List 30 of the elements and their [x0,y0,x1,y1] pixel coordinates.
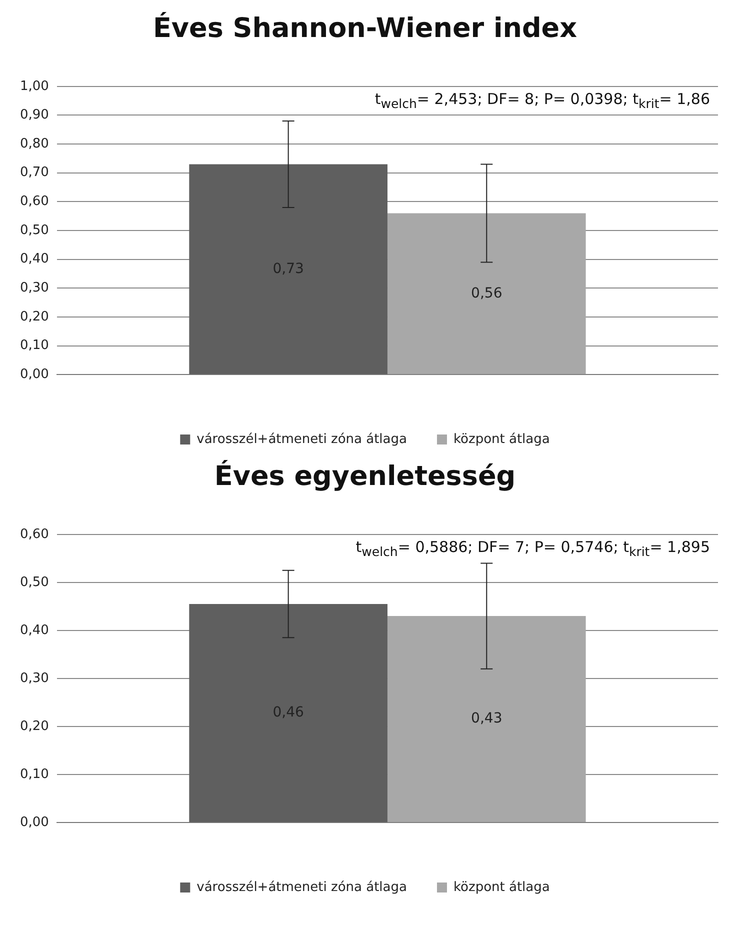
y-tick-label: 0,30 [20,670,49,686]
y-tick-label: 0,50 [20,222,49,238]
chart-title: Éves egyenletesség [214,459,516,492]
legend-label: központ átlaga [453,432,550,447]
y-tick-label: 0,00 [20,366,49,382]
y-tick-label: 1,00 [20,78,49,94]
y-tick-label: 0,30 [20,280,49,296]
y-tick-label: 0,50 [20,574,49,590]
data-label: 0,43 [471,710,502,727]
y-tick-label: 0,40 [20,252,49,267]
y-tick-label: 0,20 [20,309,49,324]
chart-title: Éves Shannon-Wiener index [152,11,578,44]
y-tick-label: 0,20 [20,718,49,734]
y-tick-label: 0,60 [20,194,49,210]
y-tick-label: 0,10 [20,338,49,354]
legend-label: városszél+átmeneti zóna átlaga [196,880,407,895]
y-tick-label: 0,40 [20,622,49,638]
y-tick-label: 0,10 [20,766,49,782]
data-label: 0,73 [272,260,304,277]
data-label: 0,46 [272,704,304,721]
annotation: t$_{welch}$= 2,453; DF= 8; P= 0,0398; t$_{krit}$= 1,86 [374,90,710,111]
annotation: t$_{welch}$= 0,5886; DF= 7; P= 0,5746; t$_{krit}$= 1,895 [356,538,710,559]
y-tick-label: 0,60 [20,526,49,542]
legend-label: városszél+átmeneti zóna átlaga [196,432,407,447]
legend-label: központ átlaga [453,880,550,895]
y-tick-label: 0,70 [20,165,49,180]
y-tick-label: 0,90 [20,108,49,123]
y-tick-label: 0,00 [20,814,49,830]
y-tick-label: 0,80 [20,136,49,152]
data-label: 0,56 [471,285,502,302]
